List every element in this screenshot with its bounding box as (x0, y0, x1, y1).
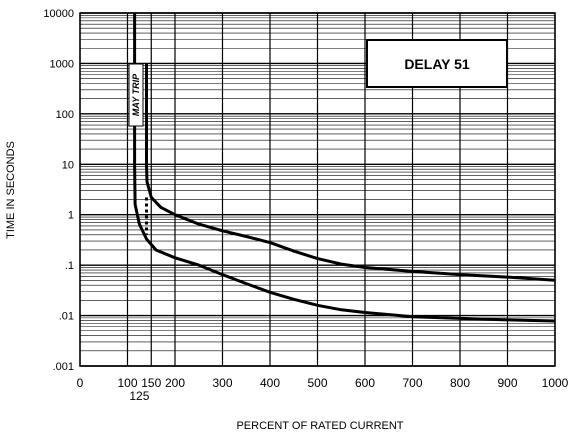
y-tick-label: 10000 (43, 8, 74, 20)
x-tick-label: 0 (77, 376, 84, 390)
y-tick-label: 1000 (50, 58, 74, 70)
plot-frame (79, 12, 556, 367)
chart-title: DELAY 51 (404, 56, 470, 72)
x-tick-label: 150 (141, 376, 161, 390)
x-tick-label: 800 (450, 376, 470, 390)
title-box (366, 39, 508, 88)
y-tick-label: 1 (68, 210, 74, 222)
x-tick-label: 100 (117, 376, 137, 390)
x-tick-label-extra: 125 (129, 389, 149, 403)
x-axis-label: PERCENT OF RATED CURRENT (236, 420, 403, 432)
x-tick-label: 900 (497, 376, 517, 390)
y-tick-label: .1 (65, 260, 74, 272)
x-tick-label: 300 (212, 376, 232, 390)
x-tick-label: 1000 (542, 376, 569, 390)
y-tick-labels: .001 .01 .1 1 10 100 1000 10000 (43, 8, 74, 373)
x-tick-label: 700 (402, 376, 422, 390)
x-tick-labels: 0 100 150 200 300 400 500 600 700 800 900 1000 125 (77, 376, 569, 403)
y-tick-label: 100 (56, 109, 74, 121)
trip-curve-lower (133, 13, 556, 323)
x-tick-label: 200 (165, 376, 185, 390)
trip-curve-upper (145, 63, 556, 282)
trip-curves (133, 13, 556, 323)
y-tick-label: .001 (53, 361, 74, 373)
x-tick-label: 500 (307, 376, 327, 390)
may-trip-label-box (128, 63, 144, 127)
y-tick-label: 10 (62, 159, 74, 171)
y-axis-label: TIME IN SECONDS (5, 141, 17, 239)
x-tick-label: 400 (260, 376, 280, 390)
y-tick-label: .01 (59, 311, 74, 323)
x-tick-label: 600 (355, 376, 375, 390)
may-trip-annotation: MAY TRIP (131, 73, 141, 116)
